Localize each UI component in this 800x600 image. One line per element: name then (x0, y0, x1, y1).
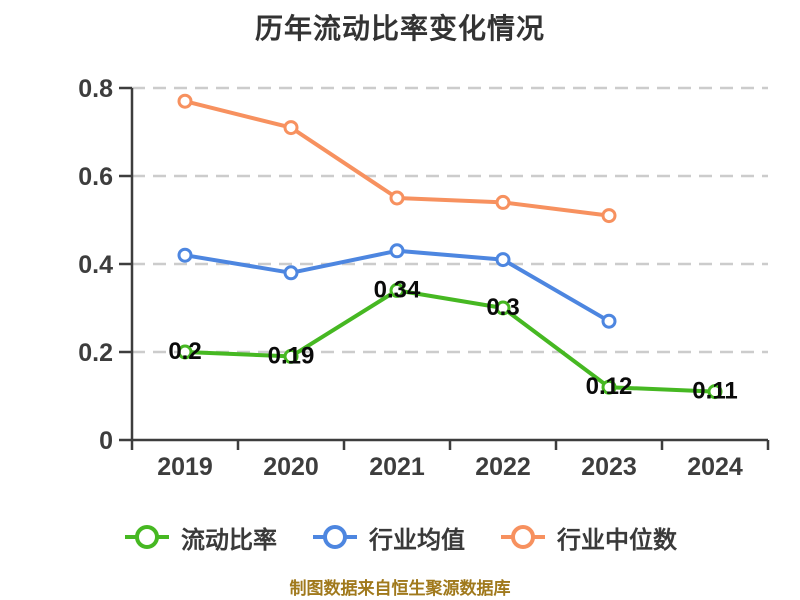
point-label-current-ratio: 0.3 (486, 294, 519, 321)
legend-label-industry-mean: 行业均值 (369, 526, 465, 554)
legend-item-industry-mean[interactable]: 行业均值 (311, 520, 465, 555)
line-chart: 0 0.2 0.4 0.6 0.8 2019 2020 2021 2022 2023 2024 0.2… (78, 75, 770, 481)
data-point-current-ratio (389, 282, 405, 298)
legend: 流动比率 行业均值 行业中位数 (0, 514, 800, 560)
x-axis-label: 2021 (369, 453, 425, 481)
legend-label-current-ratio: 流动比率 (181, 526, 277, 554)
data-point-current-ratio (707, 384, 723, 400)
point-label-current-ratio: 0.19 (268, 342, 315, 369)
x-axis-label: 2022 (475, 453, 531, 481)
data-point-industry-median (283, 120, 299, 136)
data-point-industry-median (389, 190, 405, 206)
y-axis-label: 0.8 (78, 75, 113, 103)
x-axis-label: 2019 (157, 453, 213, 481)
data-source-note: 制图数据来自恒生聚源数据库 (289, 579, 511, 598)
chart-title: 历年流动比率变化情况 (254, 13, 545, 44)
y-axis-label: 0 (99, 427, 113, 455)
y-axis-label: 0.6 (78, 163, 113, 191)
legend-item-current-ratio[interactable]: 流动比率 (123, 520, 277, 555)
data-point-industry-median (495, 194, 511, 210)
data-point-industry-mean (495, 252, 511, 268)
data-point-industry-median (601, 208, 617, 224)
legend-marker-industry-mean (313, 525, 357, 549)
data-point-industry-mean (177, 247, 193, 263)
point-label-current-ratio: 0.34 (374, 276, 421, 303)
y-axis-label: 0.2 (78, 339, 113, 367)
x-axis-label: 2023 (581, 453, 637, 481)
series-line-current-ratio (183, 288, 717, 394)
data-point-industry-mean (283, 265, 299, 281)
legend-marker-current-ratio (125, 525, 169, 549)
legend-marker-industry-median (501, 525, 545, 549)
data-point-current-ratio (177, 344, 193, 360)
point-label-current-ratio: 0.11 (692, 378, 737, 405)
data-point-current-ratio (283, 348, 299, 364)
y-axis-label: 0.4 (78, 251, 113, 279)
legend-item-industry-median[interactable]: 行业中位数 (499, 520, 677, 555)
data-point-current-ratio (495, 300, 511, 316)
data-point-industry-mean (601, 313, 617, 329)
x-axis-label: 2024 (687, 453, 743, 481)
point-label-current-ratio: 0.12 (586, 373, 633, 400)
data-point-current-ratio (601, 379, 617, 395)
x-axis-label: 2020 (263, 453, 319, 481)
legend-label-industry-median: 行业中位数 (557, 526, 677, 554)
data-point-industry-mean (389, 243, 405, 259)
data-point-industry-median (177, 93, 193, 109)
point-label-current-ratio: 0.2 (168, 338, 201, 365)
